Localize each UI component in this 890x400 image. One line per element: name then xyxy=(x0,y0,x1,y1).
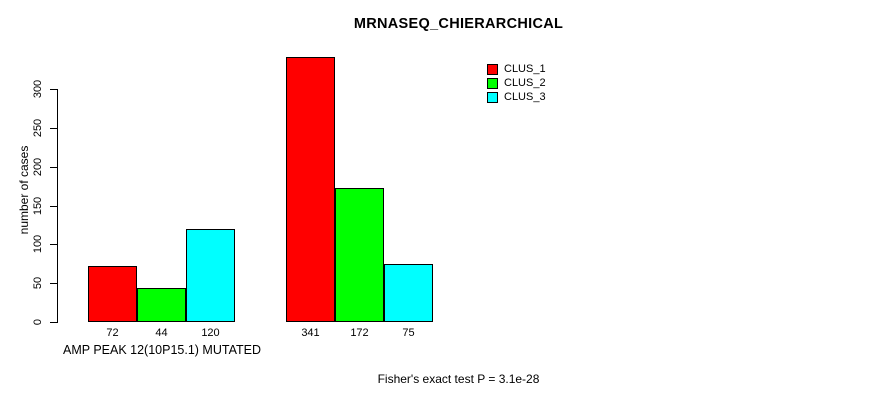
y-axis-tick xyxy=(50,244,57,245)
bar-value-label: 44 xyxy=(155,327,168,339)
y-axis-title: number of cases xyxy=(17,145,31,235)
legend: CLUS_1 CLUS_2 CLUS_3 xyxy=(487,62,546,104)
y-axis-line xyxy=(57,89,58,323)
legend-swatch-clus_2 xyxy=(487,77,498,89)
bar-value-label: 75 xyxy=(402,327,415,339)
bar-clus_1-group2 xyxy=(286,57,335,322)
y-axis-tick xyxy=(50,283,57,284)
bar-value-label: 72 xyxy=(106,327,119,339)
y-axis-tick xyxy=(50,167,57,168)
chart-title: MRNASEQ_CHIERARCHICAL xyxy=(353,16,564,32)
y-axis-tick xyxy=(50,322,57,323)
legend-swatch-clus_1 xyxy=(487,63,498,75)
footnote-pvalue: Fisher's exact test P = 3.1e-28 xyxy=(377,372,540,386)
y-axis-tick-label: 300 xyxy=(32,79,44,99)
y-axis-tick-label: 150 xyxy=(32,196,44,216)
legend-row: CLUS_1 xyxy=(487,62,546,76)
bar-clus_3-group1 xyxy=(186,229,235,322)
bar-value-label: 341 xyxy=(301,327,320,339)
y-axis-tick-label: 250 xyxy=(32,118,44,138)
bar-clus_2-group1 xyxy=(137,288,186,322)
legend-label: CLUS_2 xyxy=(504,77,546,89)
y-axis-tick xyxy=(50,89,57,90)
bar-clus_3-group2 xyxy=(384,264,433,322)
y-axis-tick-label: 200 xyxy=(32,157,44,177)
legend-swatch-clus_3 xyxy=(487,91,498,103)
legend-label: CLUS_1 xyxy=(504,63,546,75)
bar-value-label: 120 xyxy=(201,327,220,339)
bar-clus_1-group1 xyxy=(88,266,137,322)
legend-label: CLUS_3 xyxy=(504,91,546,103)
y-axis-tick xyxy=(50,128,57,129)
legend-row: CLUS_2 xyxy=(487,76,546,90)
y-axis-tick-label: 0 xyxy=(32,318,44,326)
bar-value-label: 172 xyxy=(350,327,369,339)
y-axis-tick-label: 50 xyxy=(32,276,44,290)
legend-row: CLUS_3 xyxy=(487,90,546,104)
x-axis-title: AMP PEAK 12(10P15.1) MUTATED xyxy=(63,343,261,357)
y-axis-tick-label: 100 xyxy=(32,234,44,254)
bar-clus_2-group2 xyxy=(335,188,384,322)
y-axis-tick xyxy=(50,206,57,207)
